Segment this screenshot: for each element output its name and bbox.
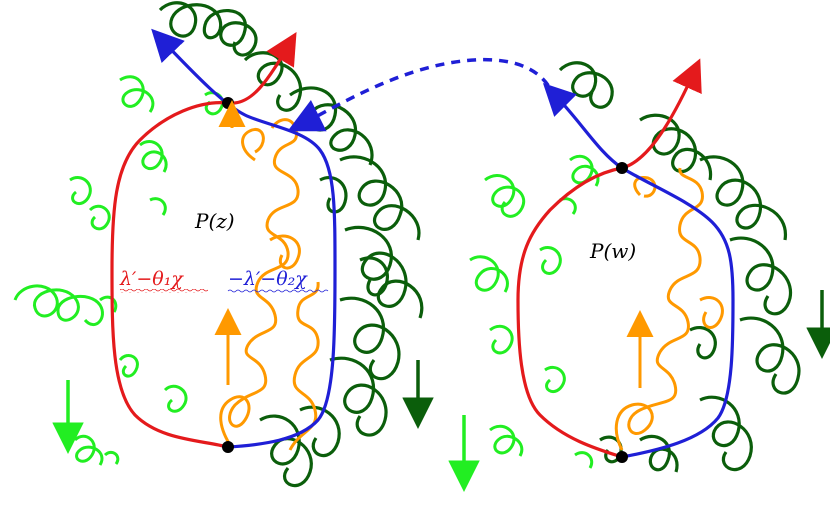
boundary-label-right: −λ′−θ₂χ xyxy=(228,268,308,290)
red-boundary-right xyxy=(516,58,702,459)
dashed-connector xyxy=(287,58,557,132)
region-label-left: P(z) xyxy=(194,209,235,233)
wavy-underline-left xyxy=(120,289,208,293)
boundary-label-left: λ′−θ₁χ xyxy=(119,268,184,290)
wavy-underline-right xyxy=(227,289,329,293)
dark-green-loops-left xyxy=(158,1,424,488)
marked-point-bottom-left xyxy=(222,441,234,453)
orange-path-left xyxy=(219,118,320,451)
dark-green-loops-right xyxy=(558,61,801,473)
marked-point-bottom-right xyxy=(616,451,628,463)
light-green-loops-right xyxy=(469,154,600,469)
blue-boundary-right xyxy=(542,82,735,459)
region-label-right: P(w) xyxy=(589,239,636,263)
light-green-loops-left xyxy=(13,75,224,466)
orange-path-right xyxy=(614,167,724,451)
marked-point-top-right xyxy=(616,162,628,174)
marked-point-top-left xyxy=(222,97,234,109)
